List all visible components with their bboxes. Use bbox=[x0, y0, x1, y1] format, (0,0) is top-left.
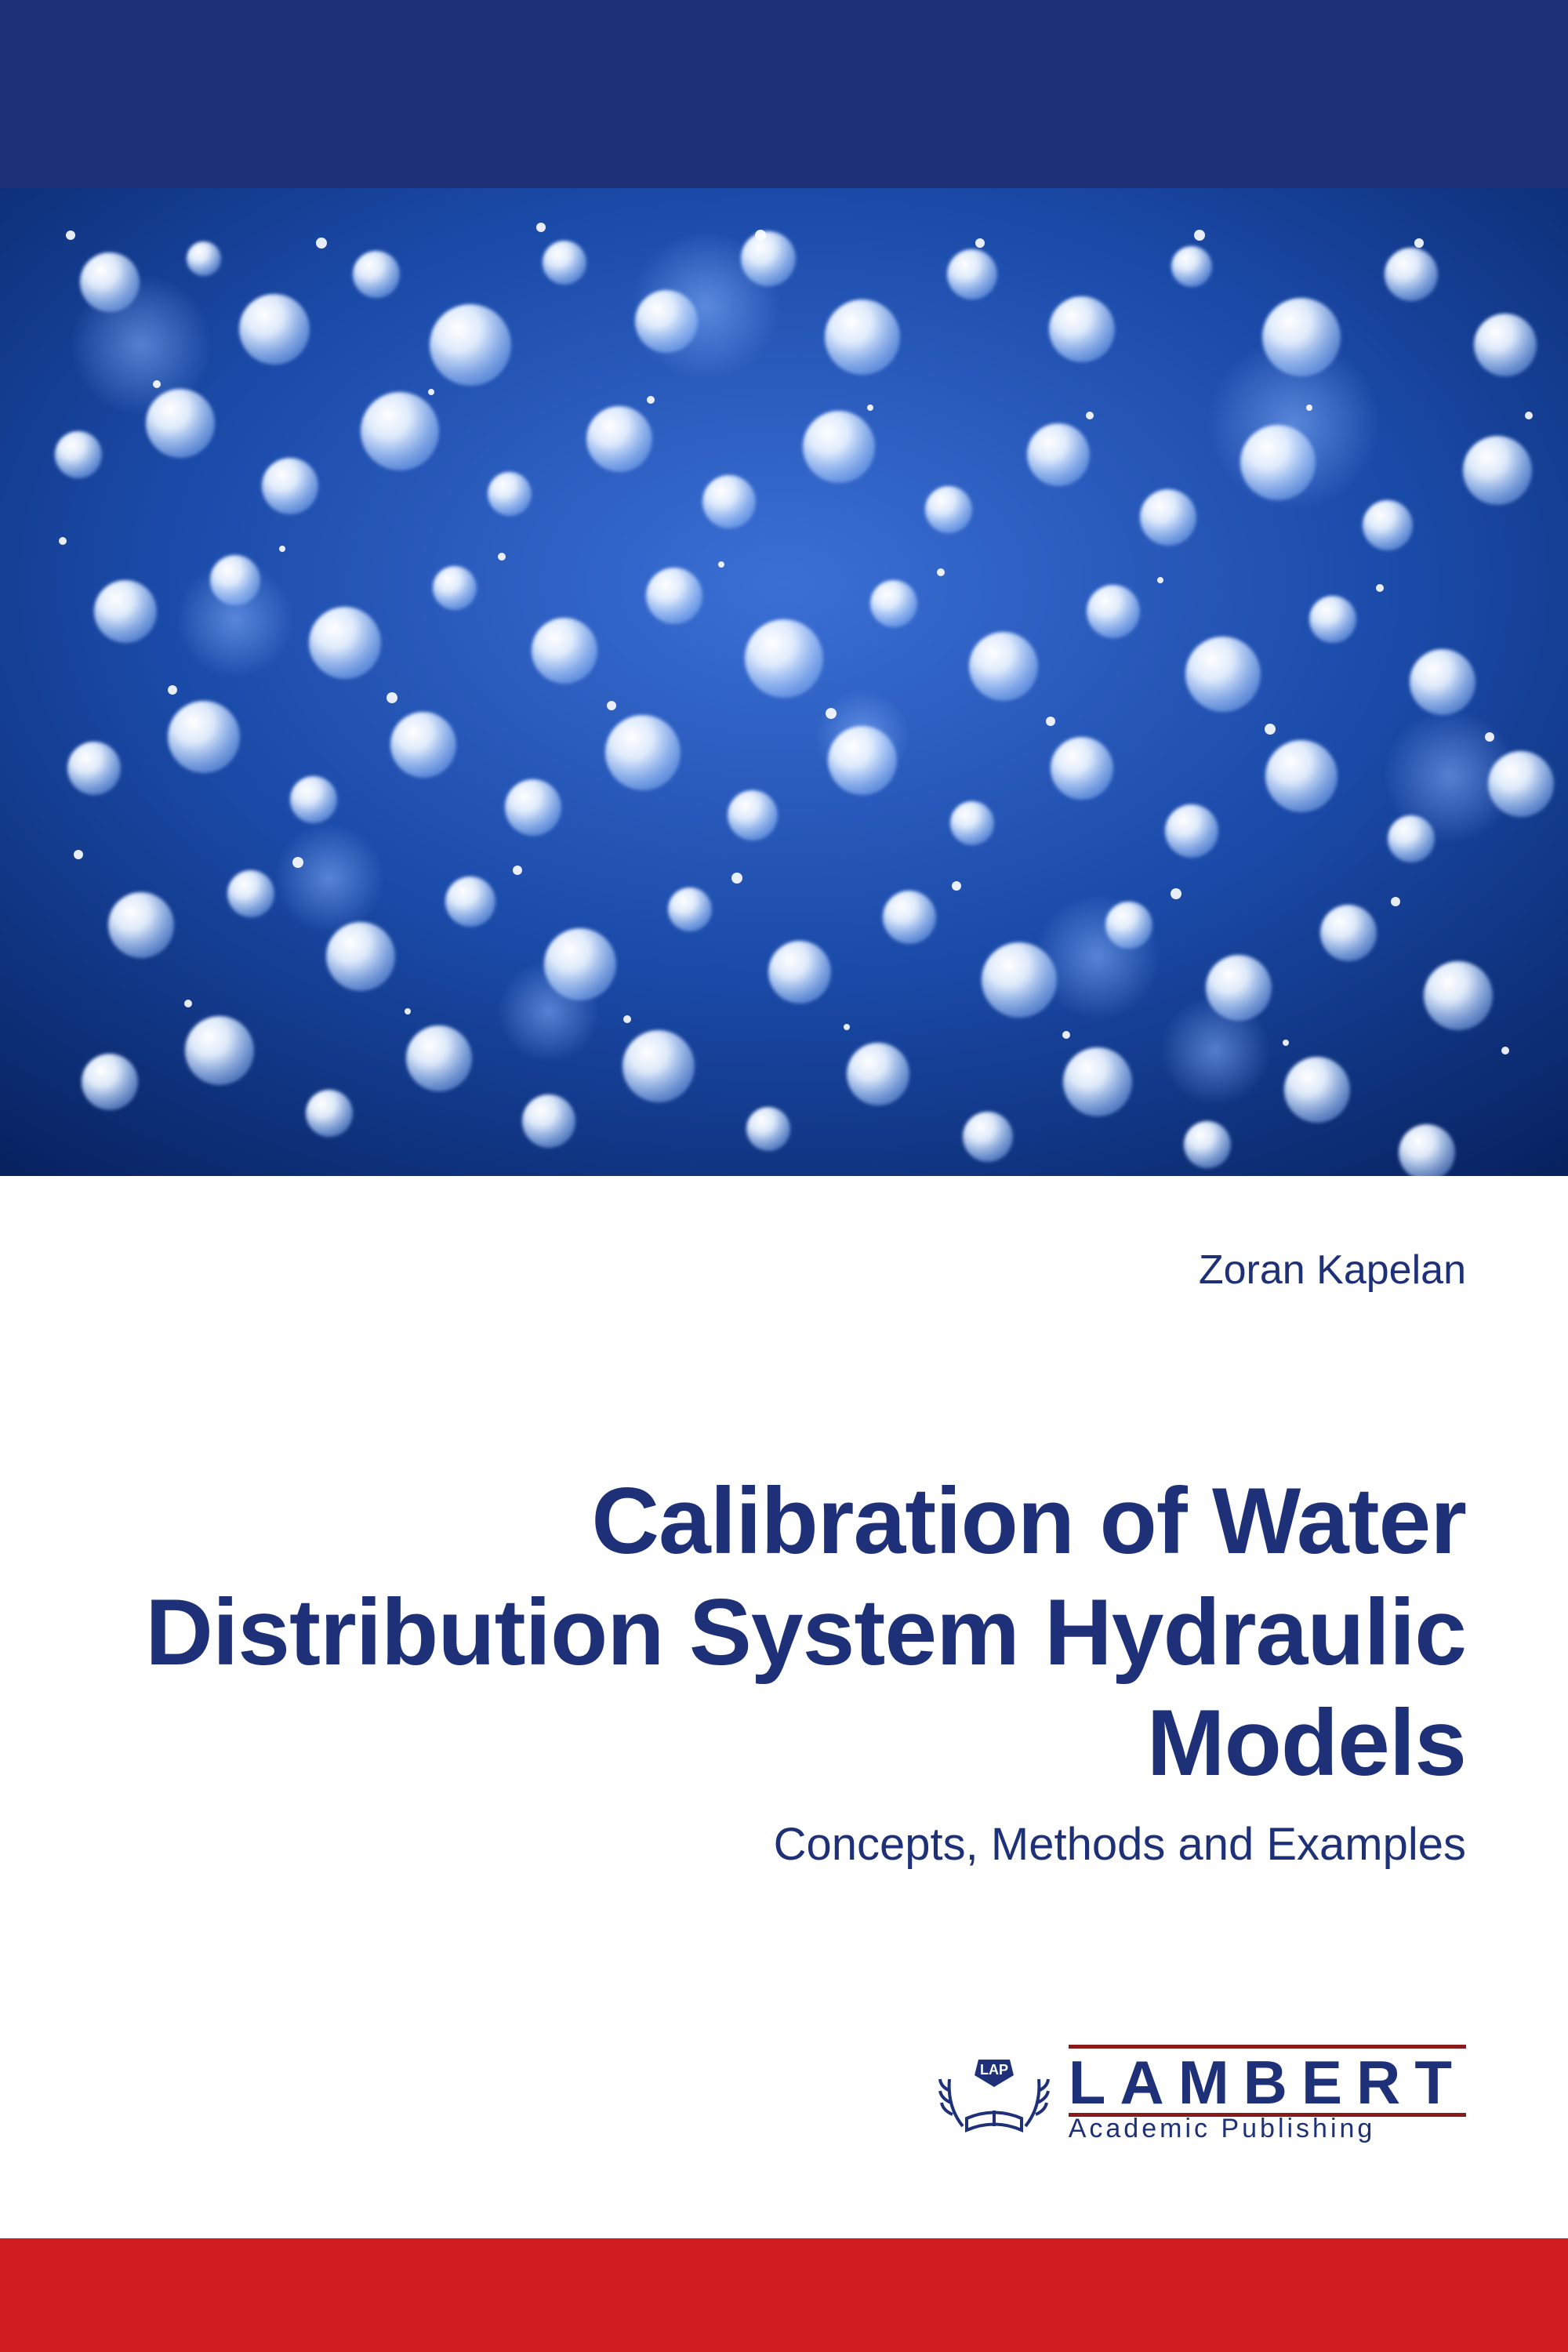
book-cover: Zoran Kapelan Calibration of Water Distr… bbox=[0, 0, 1568, 2352]
title-line-1: Calibration of Water bbox=[591, 1468, 1466, 1573]
title-line-2: Distribution System Hydraulic bbox=[145, 1580, 1466, 1685]
author-name: Zoran Kapelan bbox=[78, 1247, 1474, 1294]
title-line-3: Models bbox=[1147, 1690, 1466, 1795]
publisher-text: LAMBERT Academic Publishing bbox=[1069, 2045, 1466, 2144]
publisher-name: LAMBERT bbox=[1069, 2045, 1466, 2117]
book-subtitle: Concepts, Methods and Examples bbox=[78, 1818, 1474, 1871]
publisher-mark-icon: LAP bbox=[935, 2052, 1053, 2138]
publisher-badge-text: LAP bbox=[980, 2062, 1008, 2078]
hero-water-image bbox=[0, 188, 1568, 1176]
content-area: Zoran Kapelan Calibration of Water Distr… bbox=[0, 1176, 1568, 2238]
publisher-tagline: Academic Publishing bbox=[1069, 2114, 1466, 2144]
book-title: Calibration of Water Distribution System… bbox=[78, 1466, 1474, 1799]
bottom-color-bar bbox=[0, 2238, 1568, 2352]
publisher-logo: LAP LAMBERT Academic Publishing bbox=[935, 2045, 1466, 2144]
top-color-bar bbox=[0, 0, 1568, 188]
